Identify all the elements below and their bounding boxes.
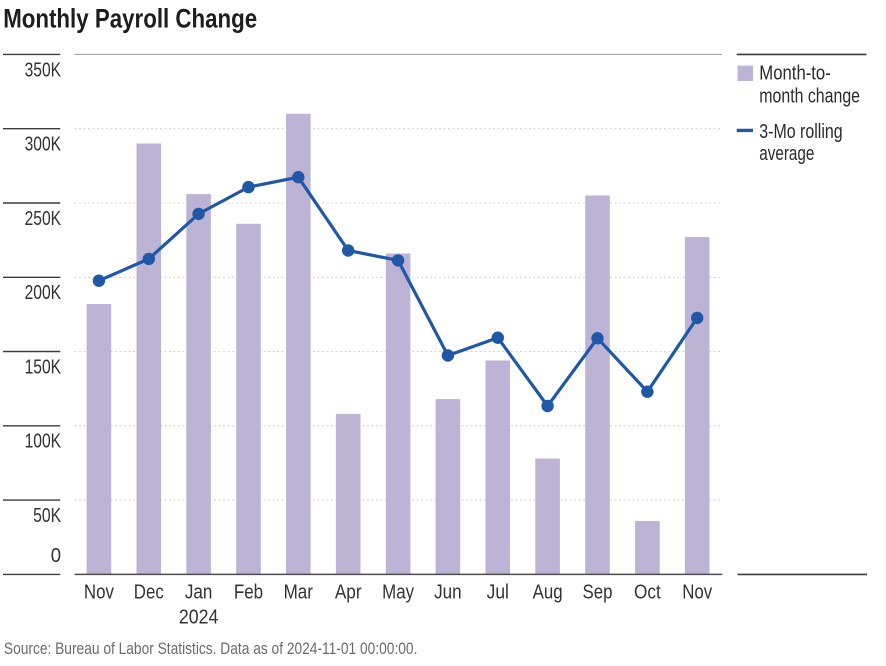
svg-text:3-Mo rolling: 3-Mo rolling — [759, 121, 842, 143]
svg-text:200K: 200K — [25, 282, 62, 304]
svg-text:Month-to-: Month-to- — [759, 63, 831, 85]
svg-text:Monthly Payroll Change: Monthly Payroll Change — [3, 4, 257, 34]
svg-text:250K: 250K — [25, 208, 62, 230]
svg-text:2024: 2024 — [179, 607, 219, 629]
svg-text:350K: 350K — [25, 59, 62, 81]
svg-text:50K: 50K — [33, 505, 62, 527]
svg-text:Sep: Sep — [583, 582, 613, 604]
svg-text:average: average — [759, 143, 814, 165]
svg-text:Feb: Feb — [234, 582, 263, 604]
svg-text:Oct: Oct — [634, 582, 661, 604]
svg-text:Jul: Jul — [487, 582, 509, 604]
svg-text:Jun: Jun — [434, 582, 462, 604]
svg-text:Mar: Mar — [284, 582, 314, 604]
svg-text:Aug: Aug — [533, 582, 563, 604]
svg-text:0: 0 — [51, 545, 61, 567]
svg-text:Source: Bureau of Labor Statis: Source: Bureau of Labor Statistics. Data… — [4, 640, 418, 658]
svg-text:May: May — [382, 582, 414, 604]
svg-text:150K: 150K — [25, 356, 62, 378]
svg-text:month change: month change — [759, 86, 860, 108]
svg-text:Jan: Jan — [185, 582, 213, 604]
svg-text:300K: 300K — [25, 134, 62, 156]
svg-text:Nov: Nov — [84, 582, 114, 604]
svg-text:100K: 100K — [25, 431, 62, 453]
svg-text:Apr: Apr — [335, 582, 362, 604]
svg-text:Nov: Nov — [682, 582, 712, 604]
svg-text:Dec: Dec — [134, 582, 164, 604]
